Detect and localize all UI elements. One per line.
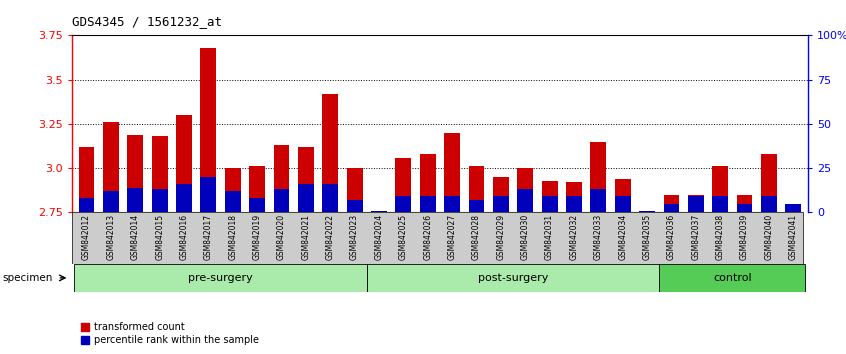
Text: GSM842026: GSM842026	[423, 214, 432, 260]
Legend: transformed count, percentile rank within the sample: transformed count, percentile rank withi…	[77, 319, 263, 349]
Bar	[688, 196, 704, 212]
Bar	[785, 204, 801, 212]
Bar	[761, 154, 777, 212]
Bar	[517, 189, 533, 212]
Bar	[225, 191, 240, 212]
Text: GSM842024: GSM842024	[375, 214, 383, 260]
Bar	[201, 48, 217, 212]
Text: GDS4345 / 1561232_at: GDS4345 / 1561232_at	[72, 15, 222, 28]
Text: pre-surgery: pre-surgery	[188, 273, 253, 283]
Bar	[347, 168, 363, 212]
Bar	[785, 204, 801, 212]
Bar	[371, 211, 387, 212]
Bar	[103, 191, 118, 212]
Bar	[103, 122, 118, 212]
Bar	[615, 196, 630, 212]
Bar	[469, 166, 485, 212]
Text: GSM842040: GSM842040	[765, 214, 773, 260]
Bar	[128, 188, 143, 212]
Text: GSM842018: GSM842018	[228, 214, 237, 260]
Bar	[201, 177, 217, 212]
Bar	[395, 196, 411, 212]
Bar	[420, 196, 436, 212]
Bar	[420, 154, 436, 212]
Bar	[225, 168, 240, 212]
Bar	[250, 198, 265, 212]
Text: GSM842015: GSM842015	[155, 214, 164, 260]
Text: GSM842013: GSM842013	[107, 214, 115, 260]
Text: GSM842021: GSM842021	[301, 214, 310, 260]
Text: GSM842023: GSM842023	[350, 214, 359, 260]
Bar	[640, 211, 655, 212]
Text: GSM842025: GSM842025	[398, 214, 408, 260]
Bar	[737, 195, 752, 212]
Bar	[128, 135, 143, 212]
Text: GSM842033: GSM842033	[594, 214, 603, 260]
Bar	[273, 189, 289, 212]
Text: GSM842020: GSM842020	[277, 214, 286, 260]
Bar	[444, 196, 460, 212]
Text: GSM842019: GSM842019	[253, 214, 261, 260]
Text: control: control	[713, 273, 752, 283]
Bar	[322, 184, 338, 212]
Bar	[566, 182, 582, 212]
Text: GSM842027: GSM842027	[448, 214, 457, 260]
Bar	[298, 184, 314, 212]
Bar	[659, 264, 805, 292]
Text: specimen: specimen	[3, 273, 53, 283]
Text: GSM842014: GSM842014	[131, 214, 140, 260]
Bar	[273, 145, 289, 212]
Bar	[493, 177, 508, 212]
Text: GSM842012: GSM842012	[82, 214, 91, 260]
Text: GSM842022: GSM842022	[326, 214, 335, 260]
Bar	[591, 142, 607, 212]
Text: GSM842017: GSM842017	[204, 214, 213, 260]
Bar	[688, 195, 704, 212]
Bar	[517, 168, 533, 212]
Text: GSM842029: GSM842029	[497, 214, 505, 260]
Text: GSM842016: GSM842016	[179, 214, 189, 260]
Bar	[367, 264, 659, 292]
Bar	[541, 181, 558, 212]
Bar	[395, 158, 411, 212]
Text: GSM842037: GSM842037	[691, 214, 700, 260]
Bar	[566, 196, 582, 212]
Bar	[79, 198, 95, 212]
Text: GSM842032: GSM842032	[569, 214, 579, 260]
Bar	[151, 189, 168, 212]
Text: GSM842034: GSM842034	[618, 214, 627, 260]
Bar	[298, 147, 314, 212]
Bar	[322, 94, 338, 212]
Bar	[493, 196, 508, 212]
Bar	[541, 196, 558, 212]
Text: GSM842031: GSM842031	[545, 214, 554, 260]
Bar	[469, 200, 485, 212]
Bar	[347, 200, 363, 212]
Bar	[761, 196, 777, 212]
Bar	[151, 136, 168, 212]
Text: GSM842035: GSM842035	[643, 214, 651, 260]
Bar	[640, 211, 655, 212]
Text: GSM842036: GSM842036	[667, 214, 676, 260]
Bar	[444, 133, 460, 212]
Bar	[615, 179, 630, 212]
Text: GSM842038: GSM842038	[716, 214, 725, 260]
Bar	[250, 166, 265, 212]
Bar	[663, 195, 679, 212]
Bar	[176, 184, 192, 212]
Bar	[591, 189, 607, 212]
Text: GSM842030: GSM842030	[521, 214, 530, 260]
Text: post-surgery: post-surgery	[478, 273, 548, 283]
Bar	[79, 147, 95, 212]
Bar	[712, 166, 728, 212]
Bar	[663, 204, 679, 212]
Bar	[737, 204, 752, 212]
Bar	[712, 196, 728, 212]
Bar	[176, 115, 192, 212]
Text: GSM842028: GSM842028	[472, 214, 481, 260]
Text: GSM842041: GSM842041	[788, 214, 798, 260]
Bar	[371, 211, 387, 212]
Text: GSM842039: GSM842039	[740, 214, 749, 260]
Bar	[74, 264, 367, 292]
